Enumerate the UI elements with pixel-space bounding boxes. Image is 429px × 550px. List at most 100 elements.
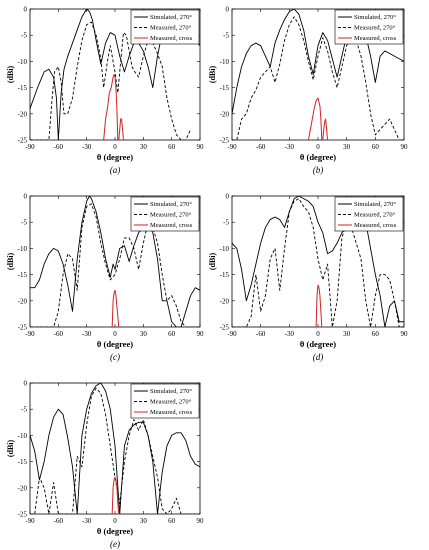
x-axis-label: θ (degree): [97, 526, 133, 536]
legend-label: Simulated, 270°: [150, 14, 192, 21]
x-tick-label: 30: [343, 330, 351, 338]
panel-caption: (a): [110, 165, 121, 175]
x-tick-label: 60: [168, 330, 176, 338]
x-tick-label: -90: [25, 517, 35, 525]
x-tick-label: 60: [168, 517, 176, 525]
legend-label: Measured, 270°: [354, 25, 396, 32]
x-tick-label: 90: [401, 330, 409, 338]
y-tick-label: -25: [220, 137, 230, 145]
y-tick-label: -10: [18, 432, 28, 440]
y-tick-label: -20: [18, 110, 28, 118]
y-tick-label: -15: [220, 84, 230, 92]
x-tick-label: -60: [256, 143, 266, 151]
x-tick-label: -90: [227, 143, 237, 151]
series-line-simulated: [232, 196, 404, 327]
y-axis-label: (dBi): [208, 66, 217, 84]
x-tick-label: 30: [140, 143, 148, 151]
y-tick-label: -20: [18, 297, 28, 305]
legend-label: Measured, 270°: [354, 212, 396, 219]
y-tick-label: -20: [18, 484, 28, 492]
x-tick-label: -60: [256, 330, 266, 338]
y-tick-label: -10: [220, 245, 230, 253]
series-line-cross: [315, 284, 324, 327]
x-tick-label: 90: [197, 517, 205, 525]
legend-label: Measured, cross: [150, 409, 193, 416]
series-group: [232, 9, 404, 140]
y-tick-label: -5: [21, 219, 27, 227]
chart-panel-a: -90 -60 -30 0 30 60 90 0 -5 -10 -15 -20 -25 (dBi) θ (d…: [6, 6, 204, 176]
y-tick-label: 0: [24, 6, 28, 14]
x-tick-label: -30: [285, 330, 295, 338]
y-tick-label: -20: [220, 110, 230, 118]
legend-label: Simulated, 270°: [150, 201, 192, 208]
series-line-cross: [307, 97, 329, 140]
x-tick-label: 0: [113, 330, 117, 338]
series-line-cross: [111, 289, 120, 327]
y-tick-label: -25: [18, 511, 28, 519]
y-axis-label: (dBi): [6, 66, 15, 84]
x-tick-label: 0: [316, 143, 320, 151]
series-line-simulated: [30, 196, 200, 327]
panel-caption: (c): [110, 352, 120, 362]
x-tick-label: 30: [140, 330, 148, 338]
legend: Simulated, 270° Measured, 270° Measured, c…: [130, 383, 200, 419]
y-tick-label: -15: [220, 271, 230, 279]
x-axis-label: θ (degree): [300, 152, 336, 162]
y-tick-label: -10: [18, 245, 28, 253]
legend: Simulated, 270° Measured, 270° Measured, c…: [130, 196, 200, 232]
x-tick-label: 60: [168, 143, 176, 151]
series-line-measured: [232, 16, 404, 140]
legend-label: Measured, 270°: [150, 25, 192, 32]
y-tick-label: -20: [220, 297, 230, 305]
y-tick-label: 0: [24, 380, 28, 388]
y-axis-label: (dBi): [6, 253, 15, 271]
panel-caption: (b): [313, 165, 324, 175]
y-tick-label: -15: [18, 458, 28, 466]
y-tick-label: -5: [223, 32, 229, 40]
x-axis-label: θ (degree): [300, 339, 336, 349]
y-tick-label: -25: [220, 324, 230, 332]
series-line-measured: [30, 203, 200, 327]
legend-label: Measured, cross: [150, 222, 193, 229]
x-tick-label: 0: [113, 517, 117, 525]
x-tick-label: 0: [316, 330, 320, 338]
x-tick-label: -30: [82, 143, 92, 151]
legend-label: Measured, 270°: [150, 399, 192, 406]
legend-label: Simulated, 270°: [354, 201, 396, 208]
series-line-simulated: [232, 9, 404, 114]
legend-label: Measured, cross: [354, 35, 397, 42]
x-tick-label: -90: [25, 330, 35, 338]
series-line-cross: [111, 476, 120, 514]
x-tick-label: 60: [372, 330, 380, 338]
x-tick-label: -60: [54, 330, 64, 338]
series-group: [232, 196, 404, 327]
x-tick-label: -30: [82, 517, 92, 525]
chart-panel-d: -90 -60 -30 0 30 60 90 0 -5 -10 -15 -20 -25 (dBi) θ (d…: [208, 193, 408, 363]
x-axis-label: θ (degree): [97, 339, 133, 349]
series-line-measured: [232, 198, 404, 327]
y-tick-label: -5: [223, 219, 229, 227]
y-axis-label: (dBi): [6, 440, 15, 458]
legend-label: Measured, cross: [150, 35, 193, 42]
x-tick-label: -30: [285, 143, 295, 151]
series-line-measured: [30, 21, 191, 140]
chart-panel-c: -90 -60 -30 0 30 60 90 0 -5 -10 -15 -20 -25 (dBi) θ (d…: [6, 193, 204, 363]
legend-label: Simulated, 270°: [150, 388, 192, 395]
legend-label: Measured, 270°: [150, 212, 192, 219]
y-axis-label: (dBi): [208, 253, 217, 271]
series-line-cross: [103, 74, 125, 140]
x-tick-label: 90: [401, 143, 409, 151]
x-tick-label: -90: [25, 143, 35, 151]
y-tick-label: -15: [18, 84, 28, 92]
y-tick-label: -10: [18, 58, 28, 66]
legend: Simulated, 270° Measured, 270° Measured, c…: [130, 9, 200, 45]
x-tick-label: -60: [54, 517, 64, 525]
legend-label: Simulated, 270°: [354, 14, 396, 21]
y-tick-label: 0: [24, 193, 28, 201]
x-tick-label: -90: [227, 330, 237, 338]
x-tick-label: 90: [197, 143, 205, 151]
x-tick-label: 60: [372, 143, 380, 151]
y-tick-label: 0: [226, 193, 230, 201]
y-tick-label: -25: [18, 324, 28, 332]
